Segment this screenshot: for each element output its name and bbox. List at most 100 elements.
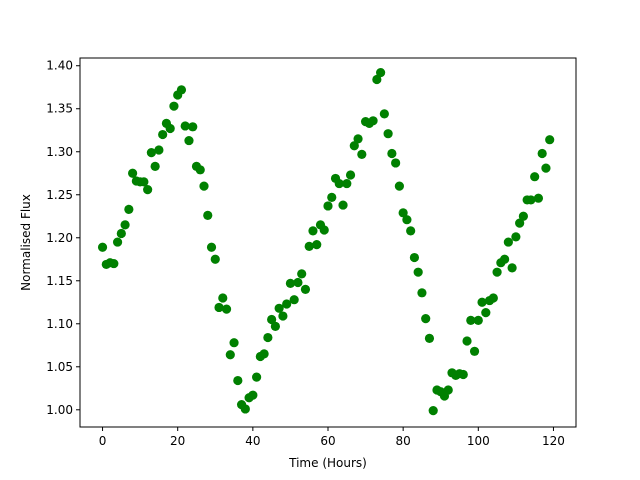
data-point — [353, 134, 363, 144]
data-point — [406, 226, 416, 236]
data-point — [289, 295, 299, 305]
data-point — [128, 168, 138, 178]
data-point — [526, 195, 536, 205]
y-tick-label: 1.30 — [46, 145, 73, 159]
data-point — [180, 121, 190, 131]
data-point — [293, 277, 303, 288]
x-tick-label: 120 — [542, 434, 565, 448]
data-points — [97, 68, 555, 416]
data-point — [376, 68, 386, 78]
data-point — [469, 346, 480, 356]
data-point — [345, 170, 356, 180]
data-point — [387, 148, 397, 159]
data-point — [300, 284, 311, 294]
x-axis-label: Time (Hours) — [288, 456, 367, 470]
data-point — [357, 149, 367, 159]
data-point — [221, 304, 232, 314]
data-point — [203, 210, 213, 221]
data-point — [282, 299, 292, 309]
data-point — [503, 237, 513, 247]
data-point — [146, 148, 156, 158]
data-point — [218, 293, 228, 303]
data-point — [368, 116, 378, 126]
data-point — [466, 315, 476, 325]
data-point — [109, 258, 119, 269]
data-point — [481, 308, 491, 318]
y-tick-label: 1.00 — [46, 403, 73, 417]
data-point — [97, 242, 108, 252]
data-point — [372, 74, 382, 85]
data-point — [210, 254, 220, 264]
data-point — [297, 269, 307, 279]
data-point — [124, 204, 134, 214]
data-point — [518, 211, 528, 221]
y-tick-label: 1.05 — [46, 360, 73, 374]
data-point — [462, 336, 472, 346]
data-point — [206, 242, 217, 252]
data-point — [184, 135, 194, 146]
x-tick-label: 100 — [467, 434, 490, 448]
data-point — [285, 278, 296, 288]
x-tick-label: 80 — [396, 434, 411, 448]
data-point — [252, 372, 262, 382]
data-point — [270, 321, 280, 331]
data-point — [139, 177, 149, 187]
data-point — [150, 161, 160, 171]
data-point — [165, 123, 175, 134]
y-tick-label: 1.10 — [46, 317, 73, 331]
y-tick-label: 1.20 — [46, 231, 73, 245]
data-point — [342, 178, 352, 189]
data-point — [116, 228, 126, 239]
data-point — [112, 237, 123, 247]
data-point — [428, 406, 438, 416]
data-point — [477, 297, 487, 307]
data-point — [424, 333, 435, 344]
data-point — [443, 385, 453, 395]
data-point — [402, 215, 412, 225]
data-point — [409, 252, 420, 263]
data-point — [233, 375, 243, 386]
x-tick-label: 40 — [245, 434, 260, 448]
data-point — [158, 129, 168, 140]
data-point — [398, 208, 408, 218]
data-point — [304, 241, 314, 251]
x-axis: 0 20 40 60 80 100 120 — [99, 427, 565, 448]
data-point — [199, 181, 209, 191]
y-axis: 1.00 1.05 1.10 1.15 1.20 1.25 1.30 1.35 1.40 — [46, 59, 80, 417]
data-point — [383, 129, 393, 139]
data-point — [259, 349, 269, 359]
data-point — [391, 158, 401, 168]
data-point — [319, 225, 329, 235]
data-point — [458, 369, 468, 380]
data-point — [278, 311, 288, 321]
data-point — [312, 240, 322, 250]
data-point — [394, 181, 404, 191]
data-point — [274, 303, 284, 313]
data-point — [417, 288, 427, 298]
y-tick-label: 1.40 — [46, 59, 73, 73]
data-point — [195, 165, 205, 175]
data-point — [541, 163, 551, 173]
data-point — [507, 263, 517, 273]
data-point — [188, 122, 198, 132]
data-point — [515, 218, 525, 228]
data-point — [229, 338, 239, 348]
data-point — [488, 293, 498, 303]
data-point — [500, 254, 510, 264]
data-point — [327, 192, 337, 202]
data-point — [154, 145, 164, 155]
data-point — [530, 172, 540, 182]
data-point — [308, 226, 318, 236]
y-tick-label: 1.25 — [46, 188, 73, 202]
data-point — [225, 350, 235, 360]
data-point — [338, 200, 348, 210]
data-point — [537, 148, 547, 159]
data-point — [169, 101, 179, 111]
data-point — [267, 314, 277, 325]
plot-frame — [79, 57, 577, 428]
data-point — [214, 302, 224, 313]
data-point — [421, 314, 431, 324]
y-tick-label: 1.35 — [46, 102, 73, 116]
data-point — [473, 315, 483, 325]
data-point — [263, 332, 273, 343]
